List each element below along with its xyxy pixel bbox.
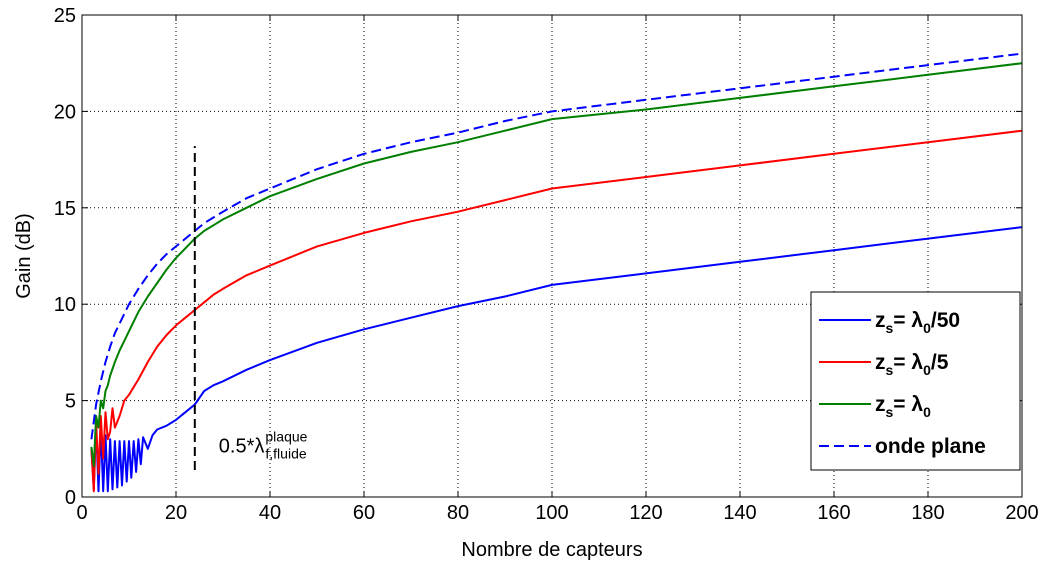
annotation-text: 0.5*λ: [219, 436, 265, 458]
y-tick-label-4: 20: [54, 101, 76, 123]
x-tick-label-1: 20: [165, 502, 187, 524]
x-tick-label-6: 120: [629, 502, 662, 524]
x-tick-label-0: 0: [76, 502, 87, 524]
series-line-2: [90, 62, 1023, 468]
legend-label-eq-0: = λ: [893, 309, 923, 332]
legend-label-0: z: [875, 309, 886, 332]
x-tick-label-8: 160: [817, 502, 850, 524]
series-line-3: [90, 52, 1023, 440]
y-tick-label-3: 15: [54, 198, 76, 220]
series-layer: [90, 52, 1023, 493]
y-tick-label-5: 25: [54, 5, 76, 27]
legend-label-tail-0: /50: [931, 309, 960, 332]
y-tick-label-1: 5: [65, 391, 76, 413]
legend-label-eq-1: = λ: [893, 351, 923, 374]
grid-lines: [82, 15, 1022, 497]
legend-label-sub-2: s: [886, 404, 894, 420]
series-line-0: [90, 226, 1023, 493]
y-tick-label-2: 10: [54, 294, 76, 316]
legend-label-3: onde plane: [875, 435, 986, 458]
legend-label-sub-1: s: [886, 362, 894, 378]
x-tick-label-9: 180: [911, 502, 944, 524]
legend-label-1: z: [875, 351, 886, 374]
legend-label-eq-2: = λ: [893, 393, 923, 416]
x-tick-label-5: 100: [535, 502, 568, 524]
legend-label-sub2-0: 0: [923, 320, 931, 336]
y-tick-label-0: 0: [65, 487, 76, 509]
legend-box: [810, 291, 1021, 471]
legend-label-tail-1: /5: [931, 351, 949, 374]
annotation-subscript: f,fluide: [265, 446, 306, 462]
x-tick-label-2: 40: [259, 502, 281, 524]
legend-label-sub2-2: 0: [923, 404, 931, 420]
axis-ticks: 0 20 40 60 80 100 120 140 160 180 200 0 5 10 15 20 25: [54, 5, 1039, 524]
x-tick-label-7: 140: [723, 502, 756, 524]
x-tick-label-4: 80: [447, 502, 469, 524]
legend-label-sub-0: s: [886, 320, 894, 336]
legend-label-sub2-1: 0: [923, 362, 931, 378]
y-axis-label: Gain (dB): [13, 213, 35, 299]
x-tick-label-10: 200: [1005, 502, 1038, 524]
series-line-1: [90, 129, 1023, 493]
legend-label-2: z: [875, 393, 886, 416]
x-axis-label: Nombre de capteurs: [461, 539, 642, 561]
x-tick-label-3: 60: [353, 502, 375, 524]
annotation-superscript: plaque: [265, 429, 307, 445]
